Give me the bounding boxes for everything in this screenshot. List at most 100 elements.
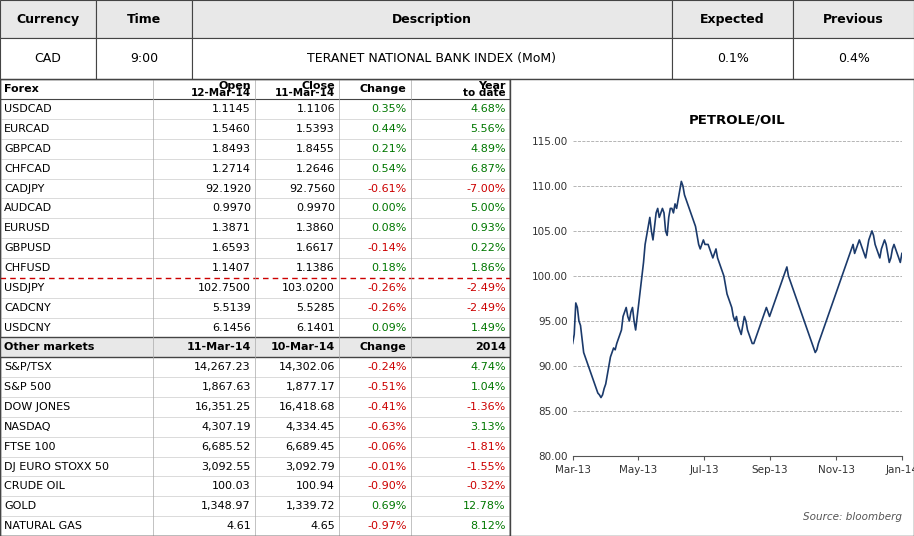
Text: DOW JONES: DOW JONES	[4, 402, 70, 412]
Text: 4,307.19: 4,307.19	[201, 422, 251, 432]
Text: CRUDE OIL: CRUDE OIL	[4, 481, 65, 492]
Text: EURUSD: EURUSD	[4, 223, 50, 233]
Text: 3,092.55: 3,092.55	[202, 461, 251, 472]
Text: Change: Change	[360, 343, 407, 352]
Text: S&P 500: S&P 500	[4, 382, 51, 392]
Text: Year: Year	[478, 81, 506, 91]
Text: 4.68%: 4.68%	[471, 104, 506, 114]
Text: 100.03: 100.03	[212, 481, 251, 492]
Text: -0.26%: -0.26%	[367, 283, 407, 293]
Text: CADCNY: CADCNY	[4, 303, 51, 312]
Text: 0.08%: 0.08%	[371, 223, 407, 233]
Text: 5.5285: 5.5285	[296, 303, 335, 312]
Text: 0.54%: 0.54%	[371, 163, 407, 174]
Text: CHFCAD: CHFCAD	[4, 163, 50, 174]
Text: 0.69%: 0.69%	[371, 501, 407, 511]
Text: 3,092.79: 3,092.79	[285, 461, 335, 472]
Bar	[0, 0, 96, 38]
Text: Expected: Expected	[700, 12, 765, 26]
Text: Other markets: Other markets	[4, 343, 94, 352]
Text: Time: Time	[127, 12, 161, 26]
Text: 100.94: 100.94	[296, 481, 335, 492]
Text: 1.5460: 1.5460	[212, 124, 251, 134]
Text: -1.36%: -1.36%	[467, 402, 506, 412]
Text: Forex: Forex	[4, 84, 38, 94]
Text: 6.87%: 6.87%	[471, 163, 506, 174]
Text: -1.81%: -1.81%	[466, 442, 506, 452]
Text: 5.00%: 5.00%	[471, 203, 506, 213]
Text: 1.86%: 1.86%	[471, 263, 506, 273]
Text: -0.97%: -0.97%	[367, 521, 407, 531]
Text: USDCNY: USDCNY	[4, 323, 50, 332]
Text: 1.5393: 1.5393	[296, 124, 335, 134]
Text: 11-Mar-14: 11-Mar-14	[186, 343, 251, 352]
Text: 1.1145: 1.1145	[212, 104, 251, 114]
Text: 0.4%: 0.4%	[838, 52, 869, 65]
Text: 6,689.45: 6,689.45	[285, 442, 335, 452]
Text: CHFUSD: CHFUSD	[4, 263, 50, 273]
Text: GBPCAD: GBPCAD	[4, 144, 51, 154]
Text: 92.7560: 92.7560	[289, 183, 335, 193]
Text: 1.2714: 1.2714	[212, 163, 251, 174]
Text: GOLD: GOLD	[4, 501, 37, 511]
Text: 0.9970: 0.9970	[296, 203, 335, 213]
Text: 9:00: 9:00	[130, 52, 158, 65]
Text: Source: bloomberg: Source: bloomberg	[802, 512, 902, 522]
Bar	[793, 0, 914, 38]
Bar	[793, 38, 914, 79]
Text: 8.12%: 8.12%	[471, 521, 506, 531]
Text: -0.51%: -0.51%	[367, 382, 407, 392]
Text: 1.8493: 1.8493	[212, 144, 251, 154]
Text: -0.06%: -0.06%	[367, 442, 407, 452]
Text: GBPUSD: GBPUSD	[4, 243, 51, 253]
Text: 92.1920: 92.1920	[205, 183, 251, 193]
Text: USDJPY: USDJPY	[4, 283, 45, 293]
Text: -0.63%: -0.63%	[367, 422, 407, 432]
Text: 0.00%: 0.00%	[371, 203, 407, 213]
Text: Currency: Currency	[16, 12, 80, 26]
Text: -0.32%: -0.32%	[466, 481, 506, 492]
Text: -0.26%: -0.26%	[367, 303, 407, 312]
Text: 1.04%: 1.04%	[471, 382, 506, 392]
Text: Description: Description	[392, 12, 472, 26]
Text: -2.49%: -2.49%	[466, 303, 506, 312]
Text: -0.24%: -0.24%	[367, 362, 407, 372]
Text: 1,877.17: 1,877.17	[285, 382, 335, 392]
Text: CADJPY: CADJPY	[4, 183, 45, 193]
Text: TERANET NATIONAL BANK INDEX (MoM): TERANET NATIONAL BANK INDEX (MoM)	[307, 52, 557, 65]
Text: 1.1386: 1.1386	[296, 263, 335, 273]
Text: CAD: CAD	[35, 52, 61, 65]
Bar	[672, 38, 793, 79]
Text: EURCAD: EURCAD	[4, 124, 50, 134]
Text: 4.61: 4.61	[226, 521, 251, 531]
Text: 14,302.06: 14,302.06	[279, 362, 335, 372]
Text: 1.2646: 1.2646	[296, 163, 335, 174]
Text: 0.35%: 0.35%	[371, 104, 407, 114]
Text: 102.7500: 102.7500	[198, 283, 251, 293]
Text: 5.56%: 5.56%	[471, 124, 506, 134]
Text: to date: to date	[463, 88, 506, 98]
Text: 1.1407: 1.1407	[212, 263, 251, 273]
Text: 0.1%: 0.1%	[717, 52, 749, 65]
Text: 4.74%: 4.74%	[471, 362, 506, 372]
Text: 10-Mar-14: 10-Mar-14	[271, 343, 335, 352]
Text: Previous: Previous	[824, 12, 884, 26]
Text: 6,685.52: 6,685.52	[202, 442, 251, 452]
Bar	[96, 38, 192, 79]
Text: 0.9970: 0.9970	[212, 203, 251, 213]
Text: 0.93%: 0.93%	[471, 223, 506, 233]
Text: 2014: 2014	[475, 343, 506, 352]
Text: 1.6617: 1.6617	[296, 243, 335, 253]
Text: 6.1401: 6.1401	[296, 323, 335, 332]
Text: 4.65: 4.65	[311, 521, 335, 531]
Text: 1,339.72: 1,339.72	[285, 501, 335, 511]
Bar	[0, 338, 510, 358]
Text: Close: Close	[302, 81, 335, 91]
Text: -7.00%: -7.00%	[466, 183, 506, 193]
Text: 1.3871: 1.3871	[212, 223, 251, 233]
Text: FTSE 100: FTSE 100	[4, 442, 56, 452]
Text: AUDCAD: AUDCAD	[4, 203, 52, 213]
Bar	[0, 38, 96, 79]
Text: 0.09%: 0.09%	[371, 323, 407, 332]
Text: 16,351.25: 16,351.25	[195, 402, 251, 412]
